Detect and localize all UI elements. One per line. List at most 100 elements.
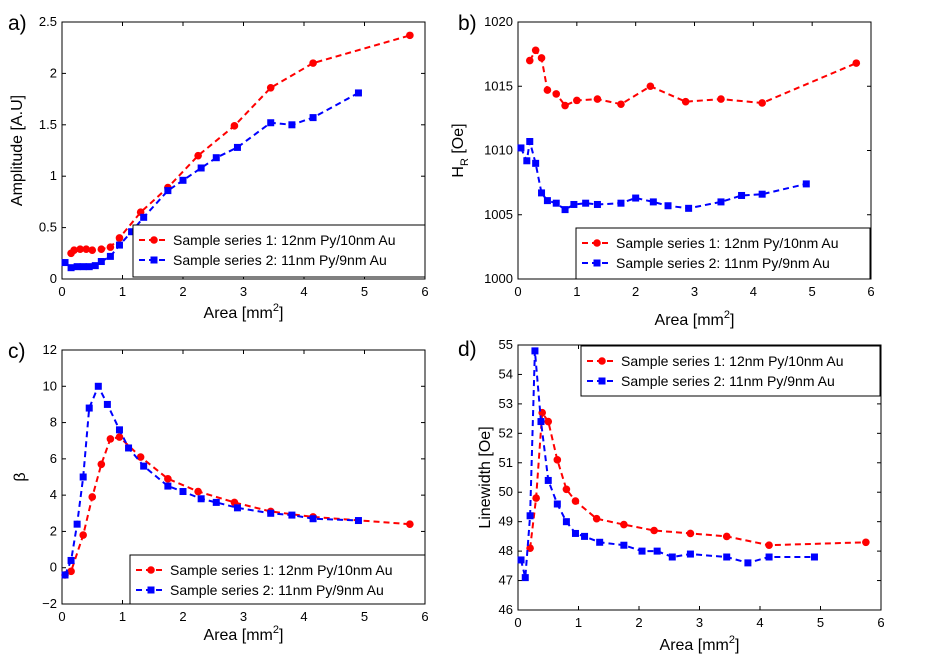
panel-label: d) — [458, 338, 477, 361]
y-tick-label: 1010 — [484, 143, 513, 158]
data-point — [106, 243, 115, 251]
data-point — [230, 498, 239, 507]
data-point — [288, 121, 296, 129]
data-point — [79, 531, 87, 539]
data-point — [406, 520, 414, 528]
data-point — [681, 97, 690, 106]
legend-marker — [147, 566, 155, 574]
data-point — [266, 83, 275, 92]
data-point — [571, 497, 580, 505]
data-point — [164, 475, 172, 483]
data-point — [517, 556, 525, 564]
y-tick-label: 0.5 — [39, 220, 57, 235]
panel-1: 0 1 2 3 4 5 6 0 0.5 1 1.5 2 2.5 a) Area [mm2] Amplitude… — [8, 12, 429, 322]
series-line-2 — [520, 350, 815, 578]
data-point — [592, 514, 601, 523]
y-tick-label: 55 — [499, 337, 513, 352]
data-point — [309, 515, 317, 523]
legend-marker — [150, 256, 158, 264]
data-point — [526, 138, 534, 146]
data-point — [354, 517, 362, 525]
legend-label: Sample series 2: 11nm Py/9nm Au — [616, 255, 830, 271]
data-point — [76, 245, 84, 253]
data-point — [573, 96, 581, 105]
x-tick-label: 4 — [750, 284, 757, 299]
data-point — [862, 538, 870, 547]
legend-marker — [147, 586, 155, 594]
data-point — [646, 82, 655, 91]
data-point — [136, 453, 145, 461]
data-point — [668, 553, 676, 561]
x-tick-label: 3 — [696, 615, 703, 630]
data-point — [765, 541, 773, 550]
y-axis-label: β — [12, 472, 29, 481]
data-point — [164, 187, 172, 195]
y-tick-label: 2.5 — [39, 14, 57, 29]
data-point — [582, 199, 590, 207]
data-point — [267, 119, 275, 127]
data-point — [852, 59, 861, 67]
data-point — [115, 234, 124, 242]
data-point — [67, 264, 75, 272]
legend-label: Sample series 1: 12nm Py/10nm Au — [621, 353, 844, 369]
data-point — [537, 418, 545, 426]
data-point — [717, 95, 725, 103]
y-tick-label: −2 — [42, 596, 57, 611]
legend-label: Sample series 2: 11nm Py/9nm Au — [170, 582, 384, 598]
x-tick-label: 0 — [514, 284, 521, 299]
data-point — [61, 571, 69, 579]
data-point — [521, 574, 529, 582]
data-point — [765, 553, 773, 561]
legend: Sample series 1: 12nm Py/10nm Au Sample s… — [132, 224, 426, 278]
y-tick-label: 1015 — [484, 78, 513, 93]
x-axis-label: Area [mm2] — [655, 309, 735, 329]
data-point — [717, 198, 725, 206]
series-line-1 — [528, 48, 857, 107]
y-tick-label: 54 — [499, 366, 513, 381]
data-point — [552, 199, 560, 207]
data-point — [649, 198, 657, 206]
x-tick-label: 2 — [179, 284, 186, 299]
legend: Sample series 1: 12nm Py/10nm Au Sample s… — [580, 345, 881, 397]
data-point — [802, 180, 810, 188]
panel-label: c) — [8, 340, 26, 363]
data-point — [212, 154, 220, 162]
panel-2: 0 1 2 3 4 5 6 1000 1005 1010 1015 1020 b) Area [mm2] H… — [450, 12, 875, 329]
data-point — [562, 485, 571, 494]
legend-label: Sample series 2: 11nm Py/9nm Au — [621, 373, 835, 389]
data-point — [106, 435, 115, 443]
legend-marker — [598, 357, 606, 365]
data-point — [744, 559, 752, 567]
x-tick-label: 3 — [240, 284, 247, 299]
data-point — [212, 498, 220, 506]
data-point — [125, 444, 133, 452]
panel-4: 0 1 2 3 4 5 6 46 47 48 49 50 51 52 53 54 55 d) Area [mm2] L… — [458, 337, 885, 654]
data-point — [97, 258, 105, 266]
data-point — [67, 567, 75, 576]
data-point — [653, 547, 661, 555]
y-tick-label: 48 — [499, 543, 513, 558]
x-tick-label: 5 — [809, 284, 816, 299]
data-point — [526, 512, 534, 520]
x-tick-label: 4 — [756, 615, 763, 630]
data-point — [97, 460, 106, 469]
y-tick-label: 8 — [50, 415, 57, 430]
x-tick-label: 5 — [817, 615, 824, 630]
data-point — [561, 101, 569, 110]
x-tick-label: 2 — [635, 615, 642, 630]
data-point — [82, 245, 90, 253]
y-tick-label: 53 — [499, 396, 513, 411]
legend-box — [129, 554, 426, 605]
x-tick-label: 3 — [240, 609, 247, 624]
y-tick-label: 6 — [50, 451, 57, 466]
data-point — [722, 532, 731, 541]
data-point — [140, 213, 148, 221]
series-line-2 — [519, 141, 807, 211]
data-point — [179, 488, 187, 496]
data-point — [685, 204, 693, 212]
y-axis-label: Amplitude [A.U] — [9, 95, 26, 206]
x-tick-label: 6 — [421, 609, 428, 624]
data-point — [562, 518, 570, 526]
